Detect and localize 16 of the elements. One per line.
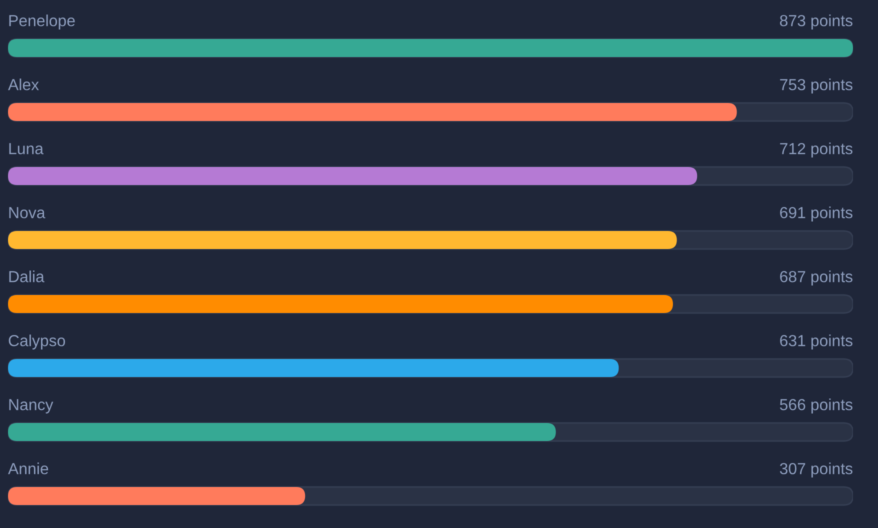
data-label: 631 points (780, 334, 852, 350)
y-tick-label: Calypso (8, 334, 66, 350)
data-label: 691 points (780, 206, 852, 222)
data-label: 566 points (780, 398, 852, 414)
data-label: 307 points (780, 462, 852, 478)
y-tick-label: Annie (8, 462, 48, 474)
data-label: 873 points (780, 14, 852, 30)
y-tick-label: Nancy (9, 399, 54, 414)
y-tick-label: Penelope (9, 14, 75, 30)
y-tick-label: Dalia (9, 270, 44, 282)
y-tick-label: Alex (8, 78, 39, 90)
data-label: 687 points (780, 270, 852, 286)
y-tick-label: Luna (9, 143, 44, 154)
data-label: 753 points (780, 78, 852, 94)
y-tick-label: Nova (9, 207, 46, 218)
data-label: 712 points (780, 142, 852, 158)
